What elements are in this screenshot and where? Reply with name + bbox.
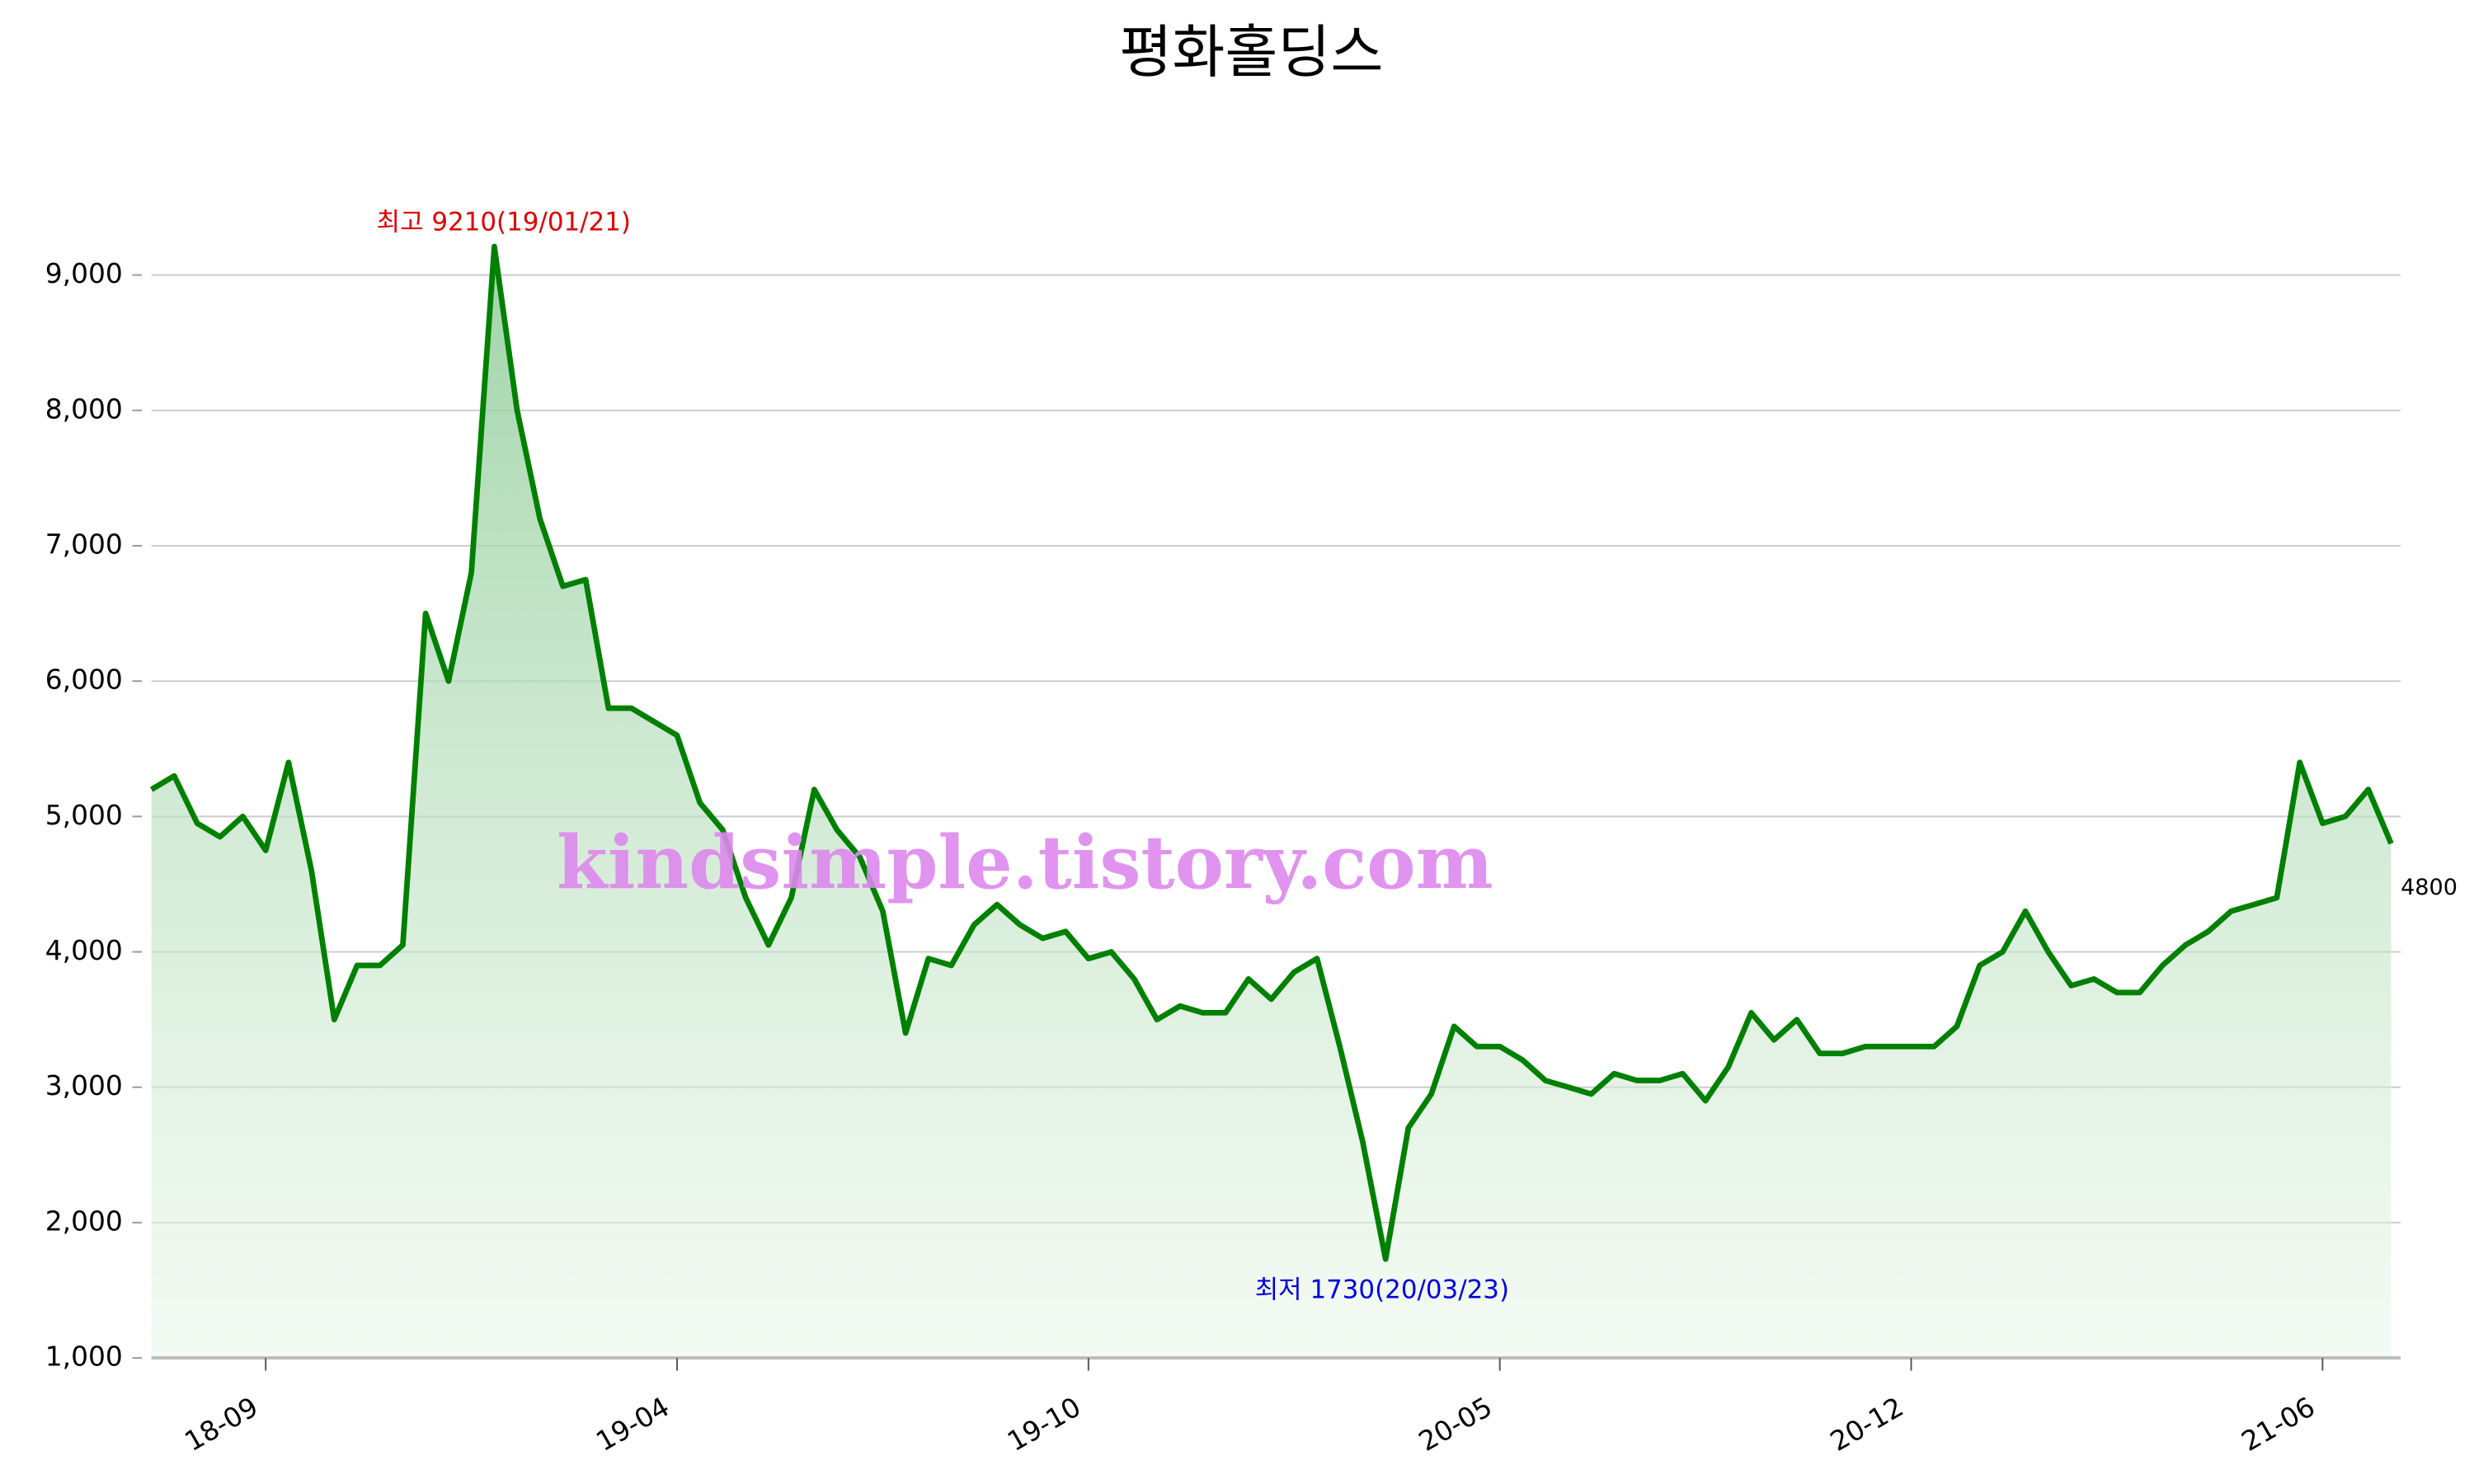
x-tick-label: 19-10 [1002,1390,1086,1458]
area [151,247,2392,1359]
line [149,243,2394,1262]
watermark: kindsimple.tistory.com [557,819,1493,905]
y-tick-label: 9,000 [45,257,123,289]
x-tick-label: 20-12 [1824,1390,1908,1458]
y-tick-label: 1,000 [45,1341,123,1373]
chart-title: 평화홀딩스 [1119,19,1383,86]
y-tick-label: 3,000 [45,1069,123,1101]
y-tick-label: 5,000 [45,799,123,831]
x-tick-label: 18-09 [179,1390,263,1458]
x-tick-label: 20-05 [1413,1390,1498,1458]
last-value-label: 4800 [2401,875,2458,900]
y-tick-label: 6,000 [45,664,123,696]
y-tick-label: 7,000 [45,528,123,560]
min-annotation: 최저 1730(20/03/23) [1255,1275,1509,1304]
y-tick-label: 4,000 [45,934,123,966]
x-tick-label: 21-06 [2236,1390,2320,1458]
y-tick-label: 2,000 [45,1205,123,1237]
max-annotation: 최고 9210(19/01/21) [377,207,631,237]
y-tick-label: 8,000 [45,392,123,425]
x-tick-label: 19-04 [590,1390,675,1458]
